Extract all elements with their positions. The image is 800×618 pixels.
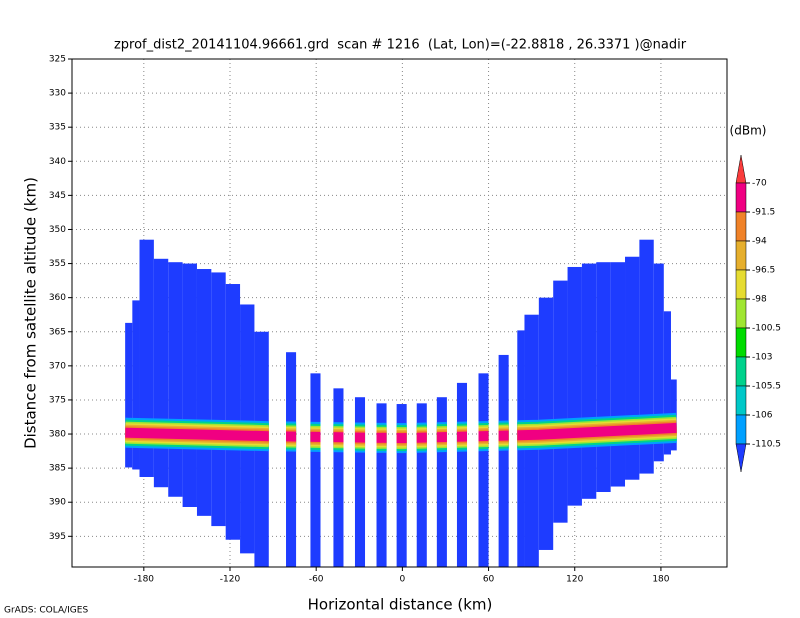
x-tick-label: 0 xyxy=(400,575,406,585)
y-tick-label: 355 xyxy=(49,259,66,269)
y-tick-label: 330 xyxy=(49,89,66,99)
column xyxy=(456,382,468,567)
y-tick-label: 390 xyxy=(49,498,66,508)
column xyxy=(498,354,509,567)
column xyxy=(396,404,407,567)
colorbar-segment xyxy=(735,298,747,329)
column xyxy=(567,266,582,506)
column xyxy=(310,373,321,567)
surface-echo xyxy=(125,422,677,444)
y-tick-label: 325 xyxy=(49,55,66,65)
colorbar-label: -70 xyxy=(752,179,767,189)
colorbar-label: -106 xyxy=(752,411,773,421)
x-tick-label: 60 xyxy=(483,575,495,585)
column xyxy=(596,262,611,492)
y-tick-label: 350 xyxy=(49,225,66,235)
credit: GrADS: COLA/IGES xyxy=(4,606,88,616)
column xyxy=(225,284,241,540)
column xyxy=(653,263,664,462)
y-tick-label: 380 xyxy=(49,430,66,440)
colorbar-bottom xyxy=(735,443,747,473)
x-tick-label: 120 xyxy=(566,575,583,585)
column xyxy=(132,300,140,470)
y-axis-label: Distance from satellite altitude (km) xyxy=(22,177,40,449)
colorbar-segment xyxy=(735,327,747,358)
surface-layer xyxy=(125,412,677,454)
column xyxy=(125,322,133,468)
x-tick-label: -180 xyxy=(134,575,155,585)
y-tick-label: 385 xyxy=(49,464,66,474)
column xyxy=(182,263,197,507)
colorbar-label: -94 xyxy=(752,237,767,247)
colorbar-segment xyxy=(735,182,747,213)
y-tick-label: 345 xyxy=(49,191,66,201)
colorbar-label: -98 xyxy=(752,295,767,305)
plot-border xyxy=(71,58,728,568)
y-tick-label: 375 xyxy=(49,395,66,405)
column xyxy=(663,311,671,455)
column xyxy=(610,262,626,487)
x-tick-label: 180 xyxy=(652,575,669,585)
y-tick-label: 360 xyxy=(49,293,66,303)
colorbar-segment xyxy=(735,240,747,271)
column xyxy=(211,272,226,527)
colorbar-segment xyxy=(735,356,747,387)
colorbar-label: -105.5 xyxy=(752,382,781,392)
column xyxy=(416,403,427,567)
column xyxy=(625,256,640,480)
column xyxy=(333,388,344,567)
colorbar-label: -91.5 xyxy=(752,208,775,218)
chart-title: zprof_dist2_20141104.96661.grd scan # 12… xyxy=(114,38,687,53)
colorbar-label: -100.5 xyxy=(752,324,781,334)
y-tick-label: 370 xyxy=(49,361,66,371)
colorbar-label: -110.5 xyxy=(752,440,781,450)
x-tick-label: -60 xyxy=(309,575,324,585)
colorbar-unit: (dBm) xyxy=(730,124,767,138)
column xyxy=(581,263,597,499)
column xyxy=(153,258,169,488)
x-axis-label: Horizontal distance (km) xyxy=(308,596,493,614)
column xyxy=(478,373,489,567)
column xyxy=(553,280,568,523)
colorbar-label: -103 xyxy=(752,353,772,363)
column xyxy=(354,397,366,567)
colorbar-segment xyxy=(735,211,747,242)
column xyxy=(286,352,297,567)
column xyxy=(168,262,183,497)
column xyxy=(436,397,447,567)
colorbar-segment xyxy=(735,414,747,445)
y-tick-label: 395 xyxy=(49,532,66,542)
y-tick-label: 340 xyxy=(49,157,66,167)
y-tick-label: 335 xyxy=(49,123,66,133)
column xyxy=(139,239,154,477)
colorbar-label: -96.5 xyxy=(752,266,775,276)
column xyxy=(196,269,212,516)
colorbar-segment xyxy=(735,269,747,300)
colorbar-segment xyxy=(735,385,747,416)
column xyxy=(376,403,387,567)
y-tick-label: 365 xyxy=(49,327,66,337)
x-tick-label: -120 xyxy=(220,575,241,585)
